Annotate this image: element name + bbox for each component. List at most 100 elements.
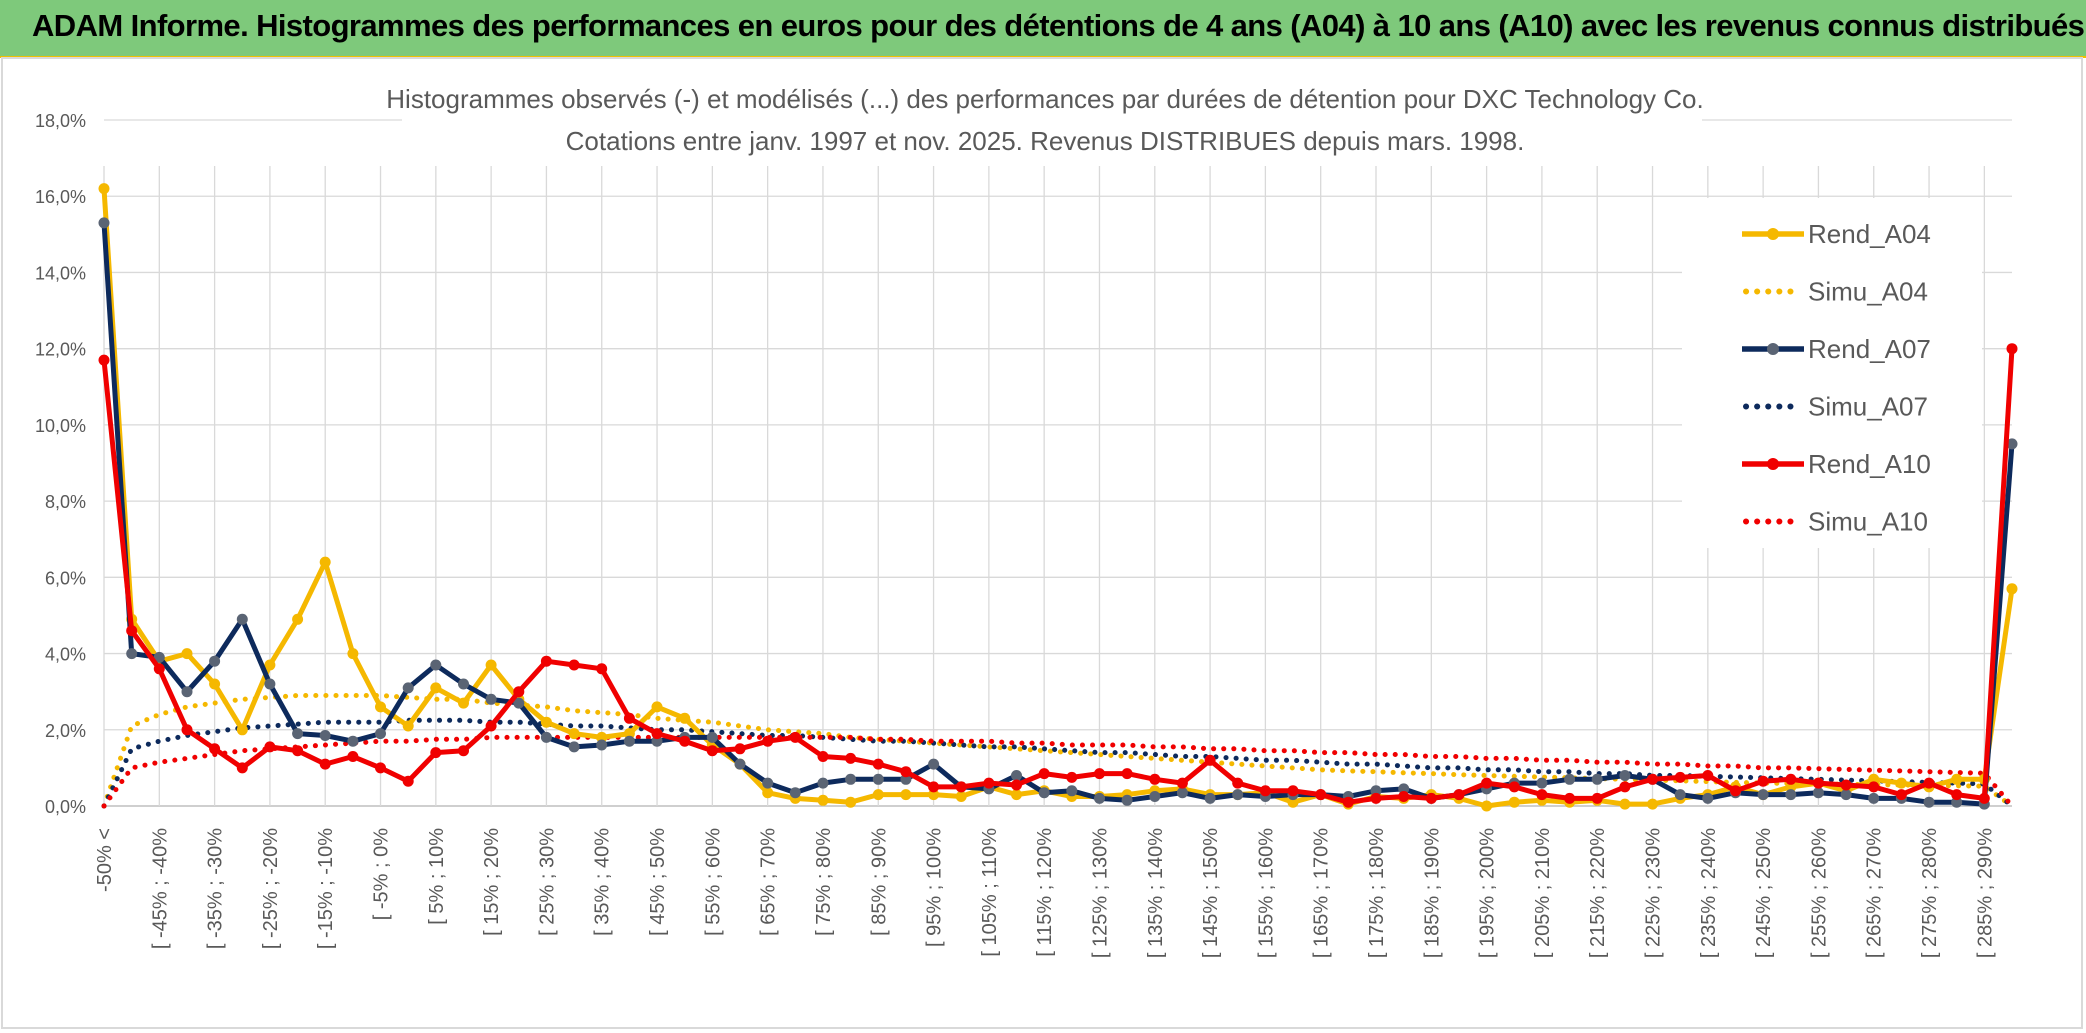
data-point-rend_a07 [98,217,110,229]
data-point-rend_a04 [596,731,608,743]
data-point-rend_a07 [430,659,442,671]
legend-item-rend_a04: Rend_A04 [1742,219,1931,249]
y-tick-label: 0,0% [45,797,86,817]
data-point-rend_a10 [430,747,442,759]
data-point-rend_a10 [983,777,995,789]
y-tick-label: 2,0% [45,721,86,741]
data-point-rend_a10 [1674,771,1686,783]
data-point-rend_a07 [1840,789,1852,801]
data-point-rend_a10 [900,766,912,778]
data-point-rend_a04 [872,789,884,801]
data-point-rend_a04 [319,556,331,568]
legend-item-rend_a07: Rend_A07 [1742,334,1931,364]
data-point-rend_a10 [181,724,193,736]
y-tick-label: 10,0% [35,416,86,436]
data-point-rend_a07 [789,787,801,799]
data-point-rend_a07 [651,735,663,747]
data-point-rend_a04 [1647,798,1658,810]
data-point-rend_a07 [1232,789,1244,801]
data-point-rend_a10 [1868,781,1880,793]
x-tick-label: [ 185% ; 190% [1421,828,1443,958]
legend: Rend_A04 Simu_A04 Rend_A07 Simu_A07 Rend_A10… [1742,219,1931,537]
data-point-rend_a10 [319,758,331,770]
data-point-rend_a07 [1121,794,1133,806]
data-point-rend_a07 [319,730,331,741]
data-point-rend_a07 [900,773,912,785]
data-point-rend_a10 [153,663,165,675]
data-point-rend_a10 [292,745,304,757]
data-point-rend_a10 [1398,791,1410,802]
data-point-rend_a07 [1951,796,1963,808]
data-point-rend_a07 [872,773,884,785]
data-point-rend_a04 [2006,583,2018,595]
data-point-rend_a04 [900,789,912,801]
data-point-rend_a07 [347,735,359,747]
data-point-rend_a10 [402,775,414,787]
data-point-rend_a07 [1398,783,1410,795]
data-point-rend_a10 [540,655,552,667]
data-point-rend_a07 [1702,792,1714,804]
data-point-rend_a10 [1730,785,1741,797]
data-point-rend_a04 [568,728,580,740]
title-backdrop [402,80,1702,162]
data-point-rend_a10 [236,762,248,774]
data-point-rend_a04 [817,794,829,806]
data-point-rend_a07 [236,613,248,625]
data-point-rend_a07 [126,648,138,660]
data-point-rend_a10 [1259,785,1271,797]
data-point-rend_a10 [1481,777,1493,789]
legend-marker [1767,458,1779,470]
data-point-rend_a07 [596,739,608,751]
data-point-rend_a10 [1536,789,1548,801]
data-point-rend_a07 [1812,787,1824,799]
data-point-rend_a04 [623,728,635,740]
data-point-rend_a04 [375,701,386,713]
data-point-rend_a10 [1204,754,1216,766]
x-tick-label: [ -5% ; 0% [371,828,393,920]
data-point-rend_a10 [1038,768,1050,780]
data-point-rend_a10 [1812,777,1824,789]
legend-label: Simu_A07 [1808,392,1928,422]
x-tick-label: [ 45% ; 50% [647,828,669,936]
x-tick-label: [ 125% ; 130% [1089,828,1111,958]
data-point-rend_a10 [955,781,967,793]
data-point-rend_a10 [347,751,359,762]
data-point-rend_a10 [1951,789,1963,801]
x-tick-label: [ 245% ; 250% [1753,828,1775,958]
data-point-rend_a04 [955,791,967,802]
data-point-rend_a10 [762,735,774,747]
x-tick-label: [ 85% ; 90% [868,828,890,936]
data-point-rend_a10 [1895,789,1907,801]
data-point-rend_a07 [1674,789,1686,801]
data-point-rend_a07 [623,735,635,747]
legend-item-rend_a10: Rend_A10 [1742,449,1931,479]
data-point-rend_a04 [1951,773,1963,785]
legend-label: Rend_A04 [1808,219,1931,249]
y-tick-label: 16,0% [35,187,86,207]
x-tick-label: [ 225% ; 230% [1643,828,1665,958]
data-point-rend_a10 [1978,792,1990,804]
x-tick-label: [ -15% ; -10% [315,828,337,949]
data-point-rend_a07 [402,682,414,694]
x-tick-label: [ 35% ; 40% [592,828,614,936]
y-tick-label: 6,0% [45,568,86,588]
data-point-rend_a07 [209,655,221,667]
data-point-rend_a10 [1702,770,1714,781]
y-tick-label: 8,0% [45,492,86,512]
data-point-rend_a10 [1066,771,1078,783]
y-tick-label: 4,0% [45,645,86,665]
data-point-rend_a07 [153,651,165,663]
data-point-rend_a10 [596,663,608,675]
legend-label: Simu_A04 [1808,277,1928,307]
series-line-rend_a10 [101,348,2015,805]
x-tick-label: [ 75% ; 80% [813,828,835,936]
data-point-rend_a07 [817,777,829,789]
data-point-rend_a07 [2006,438,2018,450]
data-point-rend_a10 [1785,773,1797,785]
x-tick-label: [ 105% ; 110% [979,828,1001,957]
data-point-rend_a04 [292,613,304,625]
x-tick-label: [ 145% ; 150% [1200,828,1222,958]
y-axis-ticks: 0,0% 2,0% 4,0% 6,0% 8,0% 10,0% 12,0% 14,0% 16,0%… [35,111,86,817]
data-point-rend_a10 [209,743,221,755]
data-point-rend_a04 [1481,800,1493,812]
